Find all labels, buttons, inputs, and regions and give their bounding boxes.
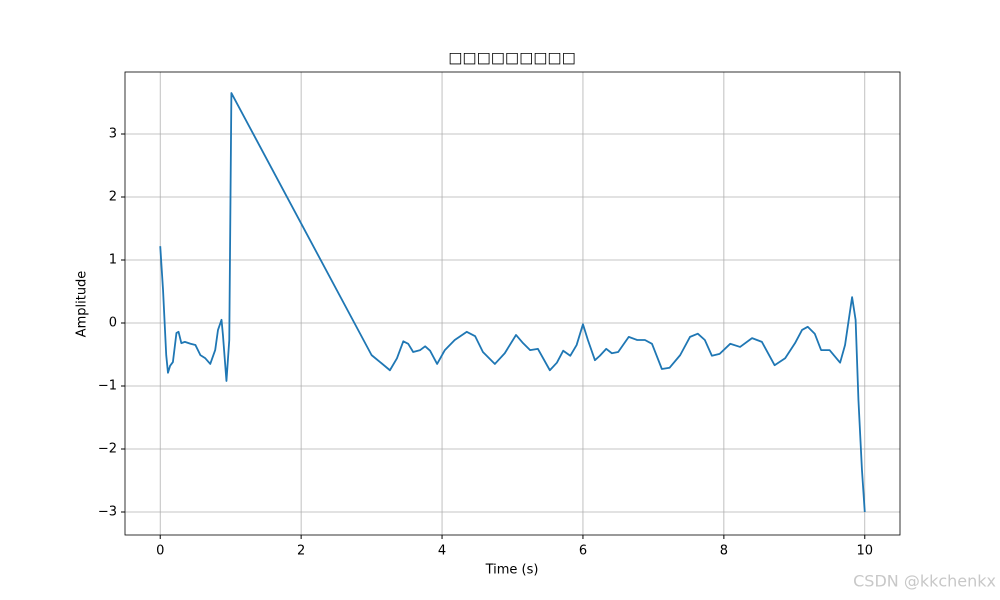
x-tick-label: 4 [438, 544, 446, 559]
data-line [159, 92, 866, 513]
x-axis-label: Time (s) [485, 563, 539, 578]
plot-frame [124, 71, 901, 536]
y-tick-label: 2 [109, 189, 117, 204]
watermark: CSDN @kkchenkx [853, 572, 996, 591]
y-tick-label: 0 [109, 315, 117, 330]
x-tick-label: 2 [297, 544, 305, 559]
chart-title: □□□□□□□□□ [448, 49, 576, 67]
x-tick-label: 0 [156, 544, 164, 559]
x-tick-label: 6 [579, 544, 587, 559]
y-tick-label: 3 [109, 126, 117, 141]
y-tick-label: −1 [98, 379, 117, 394]
y-tick-label: −2 [98, 442, 117, 457]
y-axis-label: Amplitude [75, 271, 90, 338]
x-tick-label: 10 [856, 544, 873, 559]
y-tick-label: 1 [109, 252, 117, 267]
y-tick-label: −3 [98, 505, 117, 520]
x-tick-label: 8 [720, 544, 728, 559]
